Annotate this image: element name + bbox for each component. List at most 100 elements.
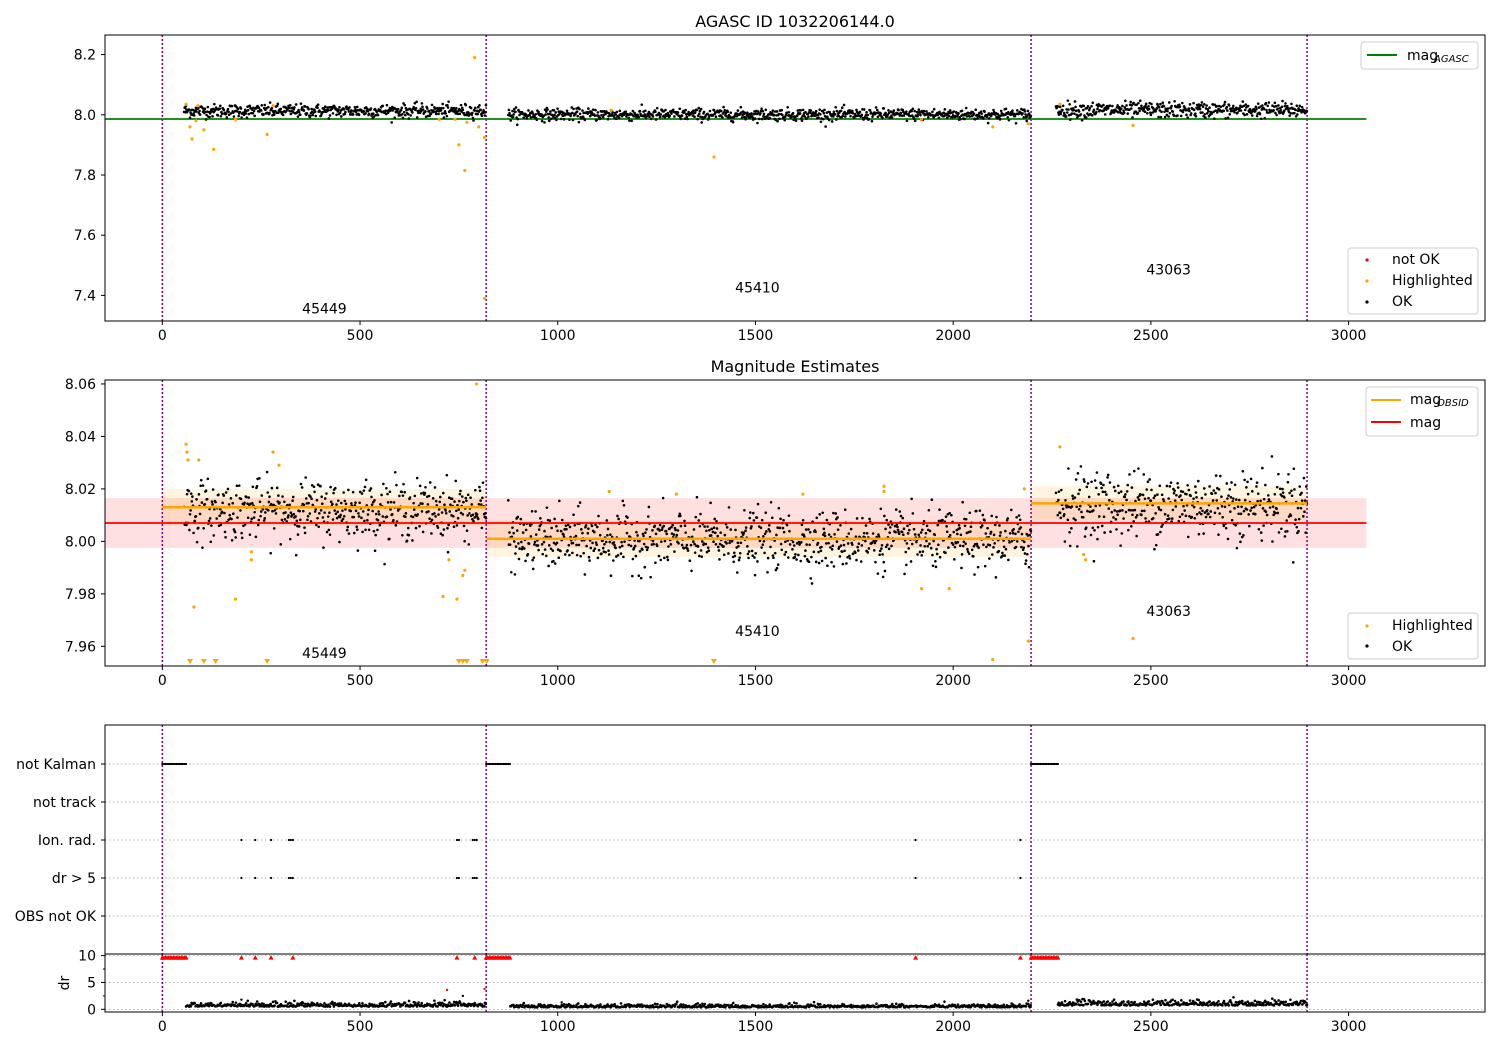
- ok-point: [963, 524, 967, 528]
- ok-point: [884, 527, 887, 531]
- ok-point: [865, 531, 869, 535]
- ok-point: [1283, 104, 1287, 108]
- ok-point: [349, 509, 353, 513]
- ok-point: [252, 516, 256, 519]
- ok-point: [803, 554, 807, 558]
- ok-point: [476, 517, 480, 521]
- ok-point: [462, 500, 465, 504]
- ok-point: [1188, 514, 1191, 518]
- ok-point: [629, 544, 633, 548]
- ok-point: [820, 545, 823, 549]
- highlighted-point: [482, 296, 487, 301]
- ok-point: [633, 544, 637, 548]
- ok-point: [699, 512, 702, 516]
- ok-point: [983, 564, 987, 568]
- ok-point: [1240, 505, 1243, 509]
- ok-point: [760, 117, 764, 121]
- ok-point: [1134, 499, 1137, 503]
- ok-point: [1176, 481, 1179, 485]
- ok-point: [536, 544, 540, 547]
- ok-point: [1168, 111, 1172, 115]
- ok-point: [881, 575, 885, 579]
- dr-point: [894, 1002, 898, 1006]
- ok-point: [1279, 108, 1283, 112]
- ok-point: [304, 497, 308, 500]
- ok-point: [654, 561, 657, 565]
- ok-point: [744, 529, 747, 533]
- ok-point: [907, 528, 911, 532]
- ok-point: [562, 535, 566, 539]
- ok-point: [972, 544, 976, 548]
- ok-point: [628, 119, 631, 122]
- ok-point: [1284, 102, 1287, 105]
- ok-point: [305, 112, 309, 115]
- ok-point: [1245, 508, 1249, 511]
- ok-point: [484, 511, 487, 515]
- ok-point: [890, 114, 893, 117]
- ok-point: [314, 507, 318, 511]
- ok-point: [625, 531, 629, 535]
- y-tick-label: 8.00: [65, 534, 96, 550]
- dr-point: [1074, 1002, 1078, 1006]
- ok-point: [747, 550, 751, 553]
- ok-point: [549, 547, 553, 551]
- ok-point: [1160, 110, 1163, 114]
- ok-point: [760, 546, 763, 549]
- dr-point: [673, 1005, 677, 1008]
- ok-point: [1116, 484, 1120, 488]
- ok-point: [1122, 111, 1126, 114]
- ok-point: [568, 118, 571, 121]
- ok-point: [446, 106, 450, 109]
- ok-point: [944, 551, 947, 555]
- highlighted-point: [196, 104, 200, 108]
- ok-point: [252, 109, 256, 113]
- ok-point: [729, 528, 733, 531]
- ok-point: [749, 511, 752, 514]
- ok-point: [709, 534, 713, 537]
- ok-point: [1009, 508, 1013, 512]
- dr-point: [815, 1005, 819, 1009]
- ok-point: [934, 559, 937, 563]
- ok-point: [552, 109, 556, 112]
- ok-point: [873, 541, 877, 545]
- ok-point: [692, 528, 696, 531]
- ok-point: [1201, 105, 1205, 109]
- ok-point: [1079, 465, 1083, 468]
- ok-point: [1304, 531, 1307, 534]
- ok-point: [322, 107, 326, 111]
- ok-point: [442, 116, 446, 119]
- ok-point: [564, 524, 568, 527]
- ok-point: [1194, 114, 1198, 118]
- ok-point: [1088, 106, 1092, 110]
- ok-point: [338, 111, 342, 115]
- ok-point: [798, 112, 802, 115]
- dr-point: [1078, 998, 1081, 1002]
- ok-point: [927, 508, 931, 512]
- ok-point: [604, 540, 608, 544]
- ok-point: [713, 517, 717, 521]
- ok-point: [1286, 480, 1290, 484]
- ok-point: [921, 550, 925, 553]
- ok-point: [1265, 513, 1269, 517]
- highlighted-point: [249, 558, 253, 562]
- ok-point: [1276, 511, 1280, 515]
- ok-point: [388, 490, 392, 494]
- ok-point: [765, 530, 768, 533]
- ok-point: [188, 512, 192, 516]
- ok-point: [279, 543, 283, 546]
- ok-point: [841, 114, 845, 118]
- ok-point: [972, 112, 976, 116]
- ok-point: [367, 508, 370, 512]
- ok-point: [508, 111, 511, 115]
- ok-point: [780, 108, 784, 112]
- ok-point: [1095, 486, 1098, 490]
- ok-point: [265, 470, 269, 474]
- ok-point: [238, 110, 242, 114]
- ok-point: [266, 491, 270, 494]
- ok-point: [366, 518, 369, 522]
- dr-point: [1070, 1004, 1074, 1007]
- ok-point: [611, 111, 615, 114]
- ok-point: [1248, 524, 1251, 528]
- ok-point: [959, 533, 963, 537]
- ok-point: [575, 110, 579, 113]
